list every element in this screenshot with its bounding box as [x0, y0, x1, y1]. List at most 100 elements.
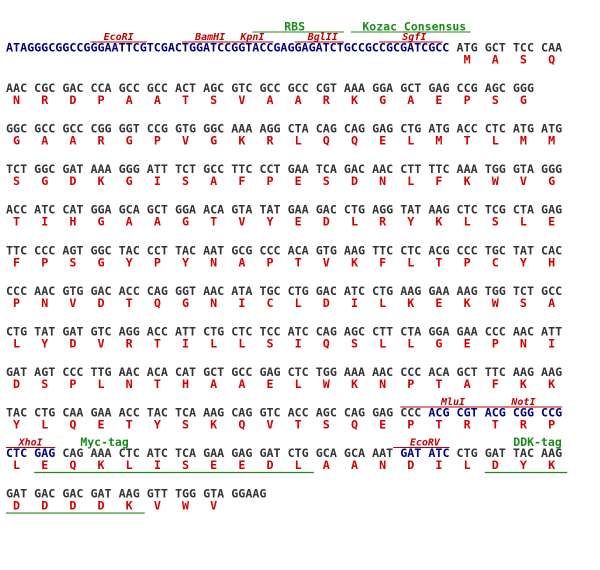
codon: AGG	[259, 122, 280, 136]
codon: TGG	[485, 284, 506, 298]
amino-acid: E	[266, 377, 273, 391]
amino-acid: A	[210, 174, 217, 188]
codon: GAT	[90, 487, 111, 501]
codon: TAC	[6, 405, 27, 419]
amino-acid: K	[407, 296, 414, 310]
amino-acid: Q	[323, 134, 330, 148]
codon: ACA	[147, 365, 168, 379]
codon: GAG	[231, 446, 252, 460]
codon: TTG	[90, 365, 111, 379]
amino-acid: Y	[154, 417, 161, 431]
codon: CCC	[62, 365, 83, 379]
codon: AAG	[541, 446, 562, 460]
amino-acid: S	[210, 93, 217, 107]
codon: GGC	[34, 162, 55, 176]
codon: TGC	[259, 284, 280, 298]
codon: ATC	[147, 446, 168, 460]
codon: AAG	[203, 405, 224, 419]
site-label: EcoRI	[104, 32, 134, 43]
amino-acid: K	[351, 377, 358, 391]
codon: GGC	[90, 243, 111, 257]
codon: ACG	[485, 405, 506, 419]
amino-acid: Q	[154, 296, 161, 310]
amino-acid: E	[295, 174, 302, 188]
amino-acid: N	[210, 296, 217, 310]
amino-acid: P	[266, 174, 273, 188]
amino-acid: T	[295, 417, 302, 431]
codon: TCG	[485, 203, 506, 217]
codon: CAT	[175, 365, 196, 379]
codon: CCT	[259, 162, 280, 176]
amino-acid: E	[295, 215, 302, 229]
codon: AGT	[34, 365, 55, 379]
amino-acid: M	[464, 53, 471, 67]
amino-acid: F	[379, 255, 386, 269]
amino-acid: R	[98, 134, 106, 148]
amino-acid: A	[154, 93, 161, 107]
codon: GAA	[288, 203, 309, 217]
amino-acid: P	[266, 255, 273, 269]
amino-acid: I	[548, 336, 555, 350]
amino-acid: D	[98, 499, 105, 513]
codon: TAT	[259, 203, 280, 217]
codon: GAC	[316, 284, 337, 298]
amino-acid: A	[41, 134, 48, 148]
codon: TCT	[6, 162, 27, 176]
amino-acid: L	[379, 296, 386, 310]
amino-acid: K	[548, 377, 555, 391]
codon: ACA	[428, 365, 449, 379]
codon: GAT	[400, 446, 421, 460]
codon: ATT	[541, 324, 562, 338]
amino-acid: S	[266, 336, 273, 350]
amino-acid: Y	[126, 255, 133, 269]
amino-acid: E	[379, 417, 386, 431]
codon: GTG	[316, 243, 337, 257]
amino-acid: S	[492, 93, 499, 107]
amino-acid: A	[69, 134, 76, 148]
amino-acid: L	[520, 215, 527, 229]
codon: AAA	[90, 162, 111, 176]
codon: CGC	[34, 81, 55, 95]
codon: AAA	[457, 162, 478, 176]
amino-acid: S	[351, 336, 358, 350]
amino-acid: E	[464, 336, 471, 350]
codon: ACG	[428, 405, 449, 419]
codon: CTA	[513, 203, 534, 217]
codon: GCT	[485, 41, 506, 55]
codon: CTC	[288, 365, 309, 379]
codon: CTC	[119, 446, 140, 460]
codon: CTC	[6, 446, 27, 460]
amino-acid: Y	[407, 215, 414, 229]
codon: GTC	[259, 405, 280, 419]
amino-acid: R	[323, 93, 331, 107]
codon: GAC	[90, 284, 111, 298]
amino-acid: L	[379, 336, 386, 350]
amino-acid: L	[13, 458, 20, 472]
codon: GAT	[259, 446, 280, 460]
amino-acid: L	[407, 336, 414, 350]
codon: ACC	[147, 324, 168, 338]
amino-acid: S	[69, 255, 76, 269]
amino-acid: S	[520, 296, 527, 310]
amino-acid: L	[351, 215, 358, 229]
amino-acid: P	[407, 377, 414, 391]
codon: ATC	[344, 284, 365, 298]
amino-acid: Y	[266, 215, 273, 229]
codon: GGC	[203, 122, 224, 136]
codon: CCT	[147, 243, 168, 257]
codon: GTA	[513, 162, 534, 176]
codon: GGT	[175, 284, 196, 298]
codon: AAC	[203, 284, 224, 298]
codon: ATG	[457, 41, 478, 55]
amino-acid: F	[435, 174, 442, 188]
amino-acid: G	[435, 336, 442, 350]
amino-acid: A	[238, 377, 245, 391]
codon: ATG	[428, 122, 449, 136]
amino-acid: A	[407, 93, 414, 107]
codon: ATT	[175, 324, 196, 338]
codon: GCT	[457, 365, 478, 379]
codon: GGG	[119, 162, 140, 176]
amino-acid: K	[548, 458, 555, 472]
amino-acid: L	[464, 458, 471, 472]
codon: ATC	[428, 446, 449, 460]
